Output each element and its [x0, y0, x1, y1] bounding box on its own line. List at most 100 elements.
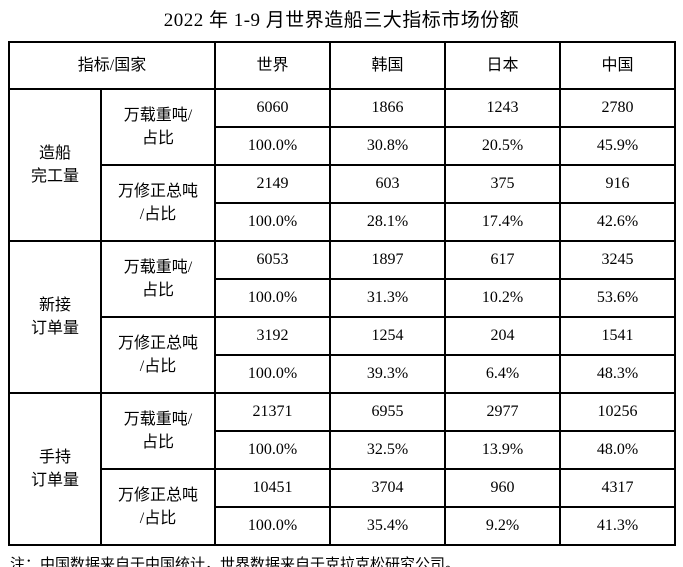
table-row: 万修正总吨/占比 2149 603 375 916: [9, 164, 677, 242]
share-cell: 48.3%: [559, 354, 677, 394]
share-cell: 100.0%: [214, 278, 332, 318]
value-cell: 2149: [214, 164, 332, 204]
metric-label-line2: /占比: [139, 206, 177, 223]
share-cell: 41.3%: [559, 506, 677, 546]
value-cell: 1897: [329, 240, 447, 280]
metric-label-cgt: 万修正总吨/占比: [99, 164, 217, 242]
share-cell: 9.2%: [444, 506, 562, 546]
group-label-text: 造船 完工量: [31, 142, 79, 188]
share-cell: 13.9%: [444, 430, 562, 470]
value-cell: 916: [559, 164, 677, 204]
table-row: 万修正总吨/占比 3192 1254 204 1541: [9, 316, 677, 394]
table-row: 万修正总吨/占比 10451 3704 960 4317: [9, 468, 677, 546]
metric-label-line1: 万修正总吨: [118, 486, 199, 504]
metric-label-text: 万修正总吨/占比: [118, 332, 198, 378]
share-cell: 6.4%: [444, 354, 562, 394]
metric-label-text: 万载重吨/占比: [124, 256, 192, 302]
table-row: 造船完工量 万载重吨/占比 6060 1866 1243 2780: [8, 88, 677, 242]
value-cell: 204: [444, 316, 562, 356]
metric-label-line1: 万载重吨/: [123, 410, 193, 428]
share-cell: 45.9%: [559, 126, 677, 166]
metric-label-dwt: 万载重吨/占比: [99, 240, 217, 318]
group-label-line2: 订单量: [30, 472, 79, 489]
metric-label-cgt: 万修正总吨/占比: [99, 316, 217, 394]
col-header-world: 世界: [214, 41, 332, 90]
share-cell: 17.4%: [444, 202, 562, 242]
value-cell: 1541: [559, 316, 677, 356]
page-title: 2022 年 1-9 月世界造船三大指标市场份额: [163, 10, 520, 31]
value-cell: 1254: [329, 316, 447, 356]
value-cell: 4317: [559, 468, 677, 508]
value-cell: 2780: [559, 88, 677, 128]
value-cell: 6955: [329, 392, 447, 432]
metric-label-text: 万修正总吨/占比: [118, 180, 198, 226]
value-cell: 603: [329, 164, 447, 204]
value-cell: 960: [444, 468, 562, 508]
value-cell: 375: [444, 164, 562, 204]
metric-label-line2: 占比: [142, 282, 175, 299]
col-header-japan: 日本: [444, 41, 562, 90]
metric-label-line1: 万载重吨/: [123, 258, 193, 276]
value-cell: 3704: [329, 468, 447, 508]
corner-header-cell: 指标/国家: [7, 41, 217, 90]
metric-label-line2: /占比: [139, 510, 177, 527]
share-cell: 42.6%: [559, 202, 677, 242]
metric-label-line2: 占比: [142, 434, 175, 451]
share-cell: 31.3%: [329, 278, 447, 318]
footnote: 注：中国数据来自于中国统计，世界数据来自于克拉克松研究公司。: [10, 557, 461, 567]
share-cell: 48.0%: [559, 430, 677, 470]
table-row: 100.0% 30.8% 20.5% 45.9%: [9, 126, 677, 166]
value-cell: 6060: [214, 88, 332, 128]
share-cell: 100.0%: [214, 506, 332, 546]
group-label-text: 新接 订单量: [31, 294, 79, 340]
share-cell: 39.3%: [329, 354, 447, 394]
share-cell: 32.5%: [329, 430, 447, 470]
value-cell: 10451: [214, 468, 332, 508]
table-row: 100.0% 35.4% 9.2% 41.3%: [9, 506, 677, 546]
share-cell: 100.0%: [214, 126, 332, 166]
share-cell: 10.2%: [444, 278, 562, 318]
metric-label-text: 万载重吨/占比: [124, 104, 192, 150]
value-cell: 21371: [214, 392, 332, 432]
group-label-completions: 造船 完工量: [8, 88, 102, 242]
metric-label-line2: /占比: [139, 358, 177, 375]
value-cell: 1866: [329, 88, 447, 128]
share-cell: 100.0%: [214, 202, 332, 242]
metric-label-cgt: 万修正总吨/占比: [99, 468, 217, 546]
value-cell: 3192: [214, 316, 332, 356]
share-cell: 30.8%: [329, 126, 447, 166]
group-label-line1: 造船: [38, 144, 71, 162]
metric-label-dwt: 万载重吨/占比: [99, 392, 217, 470]
value-cell: 10256: [559, 392, 677, 432]
value-cell: 2977: [444, 392, 562, 432]
metric-label-line1: 万修正总吨: [118, 182, 199, 200]
metric-label-line1: 万修正总吨: [118, 334, 199, 352]
table-row: 100.0% 32.5% 13.9% 48.0%: [9, 430, 677, 470]
table-row: 100.0% 39.3% 6.4% 48.3%: [9, 354, 677, 394]
table-row: 手持 订单量 万载重吨/占比 21371 6955 2977 10256: [8, 392, 677, 546]
metric-label-dwt: 万载重吨/占比: [99, 88, 217, 166]
metric-label-line2: 占比: [142, 130, 175, 147]
share-cell: 35.4%: [329, 506, 447, 546]
group-label-text: 手持 订单量: [31, 446, 79, 492]
table-row: 新接 订单量 万载重吨/占比 6053 1897 617 3245: [8, 240, 677, 394]
value-cell: 6053: [214, 240, 332, 280]
share-cell: 53.6%: [559, 278, 677, 318]
metric-label-line1: 万载重吨/: [123, 106, 193, 124]
share-cell: 100.0%: [214, 430, 332, 470]
share-cell: 100.0%: [214, 354, 332, 394]
table-row: 100.0% 31.3% 10.2% 53.6%: [9, 278, 677, 318]
value-cell: 1243: [444, 88, 562, 128]
share-cell: 20.5%: [444, 126, 562, 166]
metric-label-text: 万修正总吨/占比: [118, 484, 198, 530]
table-header-row: 指标/国家 世界 韩国 日本 中国: [7, 41, 677, 90]
group-label-line1: 新接: [38, 296, 71, 314]
share-cell: 28.1%: [329, 202, 447, 242]
table-row: 100.0% 28.1% 17.4% 42.6%: [9, 202, 677, 242]
group-label-order-backlog: 手持 订单量: [8, 392, 102, 546]
col-header-korea: 韩国: [329, 41, 447, 90]
value-cell: 617: [444, 240, 562, 280]
metric-label-text: 万载重吨/占比: [124, 408, 192, 454]
group-label-line2: 完工量: [30, 168, 79, 185]
market-share-table: 指标/国家 世界 韩国 日本 中国 造船完工量 万载重吨/占比 6060 186…: [7, 41, 677, 546]
